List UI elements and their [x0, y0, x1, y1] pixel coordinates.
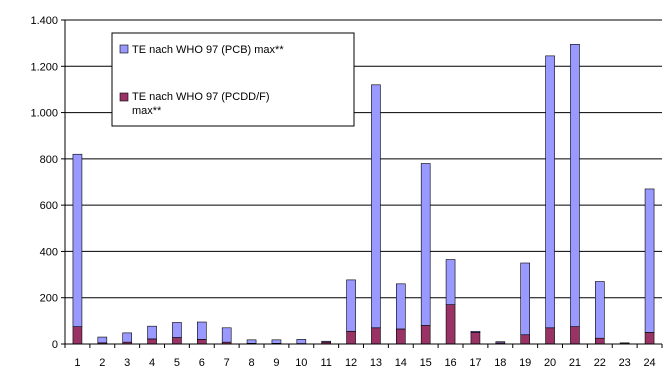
- x-tick-label: 10: [295, 357, 307, 369]
- legend-swatch-pcdd: [119, 92, 129, 102]
- bar-segment-pcb-19: [520, 262, 530, 336]
- x-tick-label: 24: [643, 357, 655, 369]
- x-tick-label: 9: [273, 357, 279, 369]
- x-tick-label: 8: [249, 357, 255, 369]
- bar-segment-pcdd-4: [147, 338, 157, 345]
- bar-segment-pcb-12: [346, 279, 356, 332]
- y-tick-label: 600: [40, 200, 58, 212]
- x-tick-label: 19: [519, 357, 531, 369]
- legend-label-pcdd-line2: max**: [132, 105, 162, 117]
- axes: [61, 19, 663, 348]
- x-tick-label: 18: [494, 357, 506, 369]
- x-tick-label: 23: [619, 357, 631, 369]
- x-tick-label: 2: [99, 357, 105, 369]
- bar-segment-pcb-1: [72, 153, 83, 327]
- x-tick-label: 13: [370, 357, 382, 369]
- x-tick-label: 15: [420, 357, 432, 369]
- x-tick-label: 3: [124, 357, 130, 369]
- bar-segment-pcb-5: [172, 322, 182, 338]
- bar-segment-pcb-14: [396, 283, 406, 330]
- x-tick-label: 21: [569, 357, 581, 369]
- bar-segment-pcb-15: [420, 163, 431, 326]
- x-tick-label: 16: [444, 357, 456, 369]
- bar-segment-pcdd-5: [172, 337, 182, 345]
- bar-segment-pcb-17: [470, 330, 481, 333]
- bar-segment-pcb-8: [246, 339, 257, 344]
- x-tick-label: 5: [174, 357, 180, 369]
- bar-segment-pcdd-12: [346, 330, 356, 345]
- bar-segment-pcb-4: [147, 325, 157, 340]
- x-tick-label: 4: [149, 357, 155, 369]
- bar-segment-pcb-2: [97, 336, 108, 344]
- y-tick-label: 0: [52, 339, 58, 351]
- x-tick-label: 6: [199, 357, 205, 369]
- bar-segment-pcdd-16: [445, 304, 456, 345]
- bar-segment-pcdd-17: [470, 332, 481, 345]
- bar-segment-pcb-13: [371, 84, 381, 329]
- y-tick-label: 200: [40, 293, 58, 305]
- bar-segment-pcdd-6: [197, 339, 207, 345]
- bar-segment-pcb-6: [197, 321, 207, 340]
- x-tick-label: 20: [544, 357, 556, 369]
- x-tick-label: 12: [345, 357, 357, 369]
- x-tick-label: 14: [395, 357, 407, 369]
- y-tick-label: 1.000: [30, 108, 58, 120]
- x-tick-labels: 1 2 3 4 5 6 7 8 9 10 11 12 13 14 15 16 17 18 19 20 21 22 23 24: [74, 357, 655, 369]
- bar-segment-pcb-10: [296, 339, 307, 344]
- bar-segment-pcb-9: [271, 339, 282, 344]
- bars: [72, 43, 655, 345]
- bar-segment-pcdd-1: [72, 326, 83, 345]
- y-tick-label: 400: [40, 246, 58, 258]
- legend-label-pcdd-line1: TE nach WHO 97 (PCDD/F): [132, 91, 270, 103]
- bar-segment-pcdd-21: [570, 326, 580, 345]
- bar-segment-pcb-16: [445, 259, 456, 305]
- y-tick-labels: 0 200 400 600 800 1.000 1.200 1.400: [30, 15, 58, 351]
- y-tick-label: 1.400: [30, 15, 58, 27]
- bar-segment-pcb-7: [221, 327, 232, 343]
- bar-segment-pcb-24: [644, 188, 655, 333]
- x-tick-label: 22: [594, 357, 606, 369]
- bar-segment-pcdd-15: [420, 325, 431, 345]
- bar-segment-pcdd-14: [396, 328, 406, 345]
- bar-segment-pcb-18: [495, 341, 506, 344]
- x-tick-label: 17: [469, 357, 481, 369]
- bar-segment-pcdd-19: [520, 334, 530, 345]
- bar-segment-pcdd-24: [644, 332, 655, 345]
- legend: TE nach WHO 97 (PCB) max** TE nach WHO 9…: [111, 32, 355, 127]
- x-tick-label: 7: [224, 357, 230, 369]
- bar-segment-pcdd-22: [595, 337, 605, 345]
- bar-segment-pcb-23: [619, 342, 630, 344]
- bar-segment-pcb-3: [122, 332, 132, 343]
- bar-segment-pcb-21: [570, 43, 580, 327]
- y-tick-label: 1.200: [30, 61, 58, 73]
- y-tick-label: 800: [40, 154, 58, 166]
- x-tick-label: 11: [320, 357, 331, 369]
- bar-segment-pcdd-20: [545, 327, 555, 345]
- bar-segment-pcb-20: [545, 55, 555, 329]
- bar-segment-pcdd-13: [371, 327, 381, 345]
- legend-label-pcdd: TE nach WHO 97 (PCDD/F) max**: [132, 91, 273, 117]
- bar-segment-pcb-22: [595, 281, 605, 339]
- legend-swatch-pcb: [119, 44, 129, 54]
- legend-label-pcb: TE nach WHO 97 (PCB) max**: [132, 44, 284, 56]
- legend-box: [111, 32, 355, 127]
- bar-segment-pcb-11: [321, 340, 331, 343]
- x-tick-label: 1: [74, 357, 80, 369]
